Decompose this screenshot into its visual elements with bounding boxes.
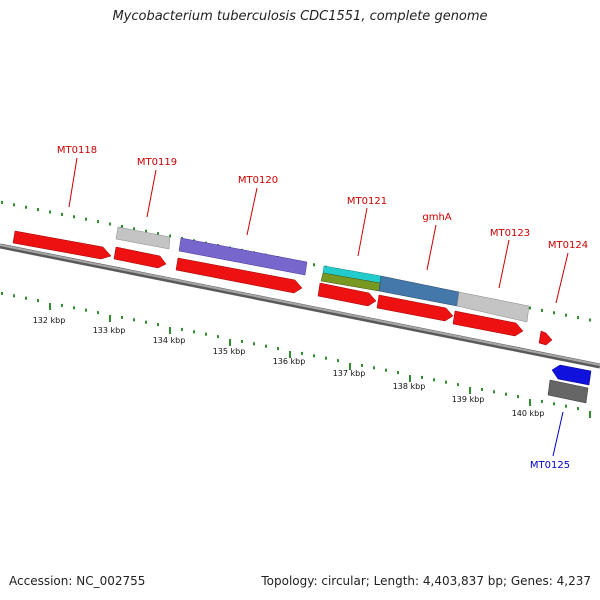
kbp-label-139: 139 kbp [452,395,485,404]
gene-label-gmhA: gmhA [422,212,451,223]
gene-label-MT0123: MT0123 [490,228,530,239]
feature-MT0124-cds[interactable] [538,330,553,346]
gene-label-MT0120: MT0120 [238,175,278,186]
feature-MT0118[interactable] [12,230,112,260]
kbp-label-134: 134 kbp [153,336,186,345]
accession-text: Accession: NC_002755 [9,574,146,588]
feature-MT0123-gene[interactable] [456,291,530,323]
gene-label-MT0119: MT0119 [137,157,177,168]
kbp-label-132: 132 kbp [33,316,66,325]
kbp-label-138: 138 kbp [393,382,426,391]
kbp-label-140: 140 kbp [512,409,545,418]
feature-gmhA-cds[interactable] [376,294,454,322]
feature-MT0119-gene[interactable] [115,226,171,250]
feature-MT0125-cds[interactable] [551,364,592,386]
kbp-label-136: 136 kbp [273,357,306,366]
genome-backbone-highlight [0,244,600,366]
feature-MT0123-cds[interactable] [452,310,524,337]
gene-label-MT0118: MT0118 [57,145,97,156]
gene-label-MT0125: MT0125 [530,460,570,471]
feature-MT0120[interactable] [175,257,303,294]
gene-label-MT0121: MT0121 [347,196,387,207]
feature-MT0121-cds[interactable] [317,282,377,307]
feature-MT0120-gene[interactable] [178,237,308,276]
feature-MT0125-gene[interactable] [547,379,589,404]
kbp-label-135: 135 kbp [213,347,246,356]
kbp-label-133: 133 kbp [93,326,126,335]
label-pointer-lines [68,157,569,457]
inner-tick-ring [1,291,591,418]
gene-label-MT0124: MT0124 [548,240,588,251]
genome-summary-text: Topology: circular; Length: 4,403,837 bp… [261,574,591,588]
feature-MT0119[interactable] [113,246,167,269]
feature-track [12,226,592,404]
kbp-label-137: 137 kbp [333,369,366,378]
map-title: Mycobacterium tuberculosis CDC1551, comp… [112,9,488,24]
